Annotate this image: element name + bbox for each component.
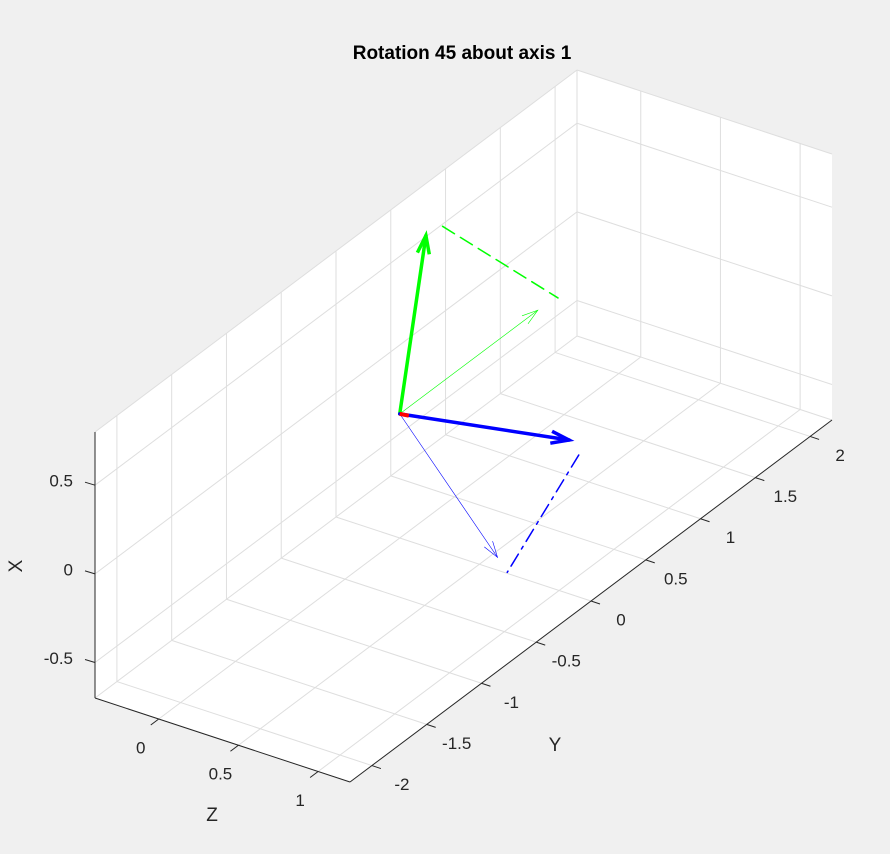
x-axis-label: X	[6, 559, 27, 572]
y-tick-label: 2	[835, 446, 844, 465]
vector	[399, 413, 498, 558]
y-tick	[809, 435, 820, 440]
y-tick	[371, 765, 382, 770]
vector	[398, 412, 571, 442]
x-tick-label: -0.5	[44, 649, 73, 668]
y-tick	[645, 559, 655, 564]
vector	[506, 454, 580, 574]
axes: -0.5 0 0.5 -2 -1.5 -1 -0.5 0 0.5 1 1.5 2 0 0.5 1	[44, 419, 845, 810]
arrow-head	[484, 541, 499, 559]
y-tick-label: 0	[616, 610, 625, 629]
z-tick-label: 1	[295, 791, 304, 810]
grid-line	[171, 639, 427, 725]
y-axis-line	[349, 419, 833, 783]
y-tick-label: -1	[504, 693, 519, 712]
z-tick	[309, 771, 319, 778]
y-tick-label: 1	[726, 528, 735, 547]
chart-title: Rotation 45 about axis 1	[353, 43, 572, 64]
y-tick-label: -0.5	[552, 652, 581, 671]
vector	[399, 411, 410, 418]
vector	[398, 233, 428, 416]
grid-line	[576, 211, 833, 297]
x-tick-label: 0.5	[49, 472, 73, 491]
box-edge	[576, 335, 833, 421]
y-tick-label: -1.5	[442, 734, 471, 753]
vectors	[398, 225, 580, 574]
z-tick	[150, 718, 160, 726]
y-tick	[700, 518, 710, 523]
grid-line	[554, 351, 811, 437]
z-tick	[230, 744, 239, 752]
y-axis-label: Y	[549, 735, 562, 756]
z-axis-line	[94, 697, 351, 783]
grid-line	[317, 409, 801, 772]
y-tick-label: 1.5	[773, 487, 797, 506]
z-tick-label: 0.5	[209, 765, 233, 784]
y-tick	[755, 477, 765, 482]
grid-line	[281, 557, 537, 643]
x-tick	[84, 570, 96, 575]
grid-line	[500, 393, 756, 479]
arrow-head	[521, 309, 539, 324]
z-axis-label: Z	[206, 805, 218, 826]
vector	[441, 225, 559, 299]
box-edge	[576, 69, 833, 155]
y-tick	[481, 682, 491, 687]
grid-line	[576, 122, 833, 208]
grid-line	[226, 598, 482, 684]
z-tick-label: 0	[136, 738, 145, 757]
grid-line	[390, 475, 646, 561]
y-tick	[590, 600, 601, 605]
pane-background	[95, 70, 832, 698]
arrow-head	[415, 230, 432, 255]
arrow-head	[550, 429, 575, 445]
y-tick	[426, 723, 436, 728]
x-tick	[84, 481, 96, 486]
y-tick-label: 0.5	[664, 569, 688, 588]
x-tick-label: 0	[64, 560, 73, 579]
vector	[399, 309, 539, 415]
grid-line	[116, 681, 373, 767]
x-tick	[84, 659, 96, 664]
y-tick	[536, 641, 546, 646]
y-tick-label: -2	[394, 775, 409, 794]
grid-line	[576, 300, 833, 386]
grid-line	[445, 434, 701, 520]
grid-line	[238, 382, 721, 746]
grid-line	[158, 356, 642, 720]
grid-line	[335, 516, 592, 602]
grid	[94, 69, 833, 772]
